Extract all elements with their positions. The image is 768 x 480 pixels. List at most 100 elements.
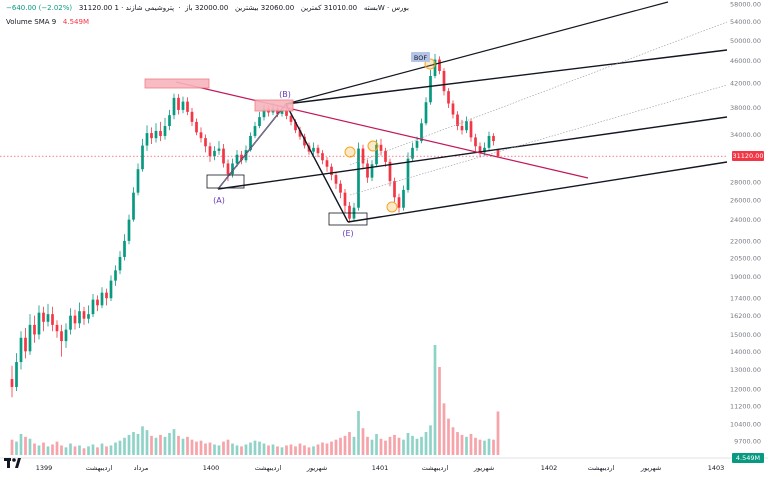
candle-body-52	[244, 150, 248, 161]
y-tick-label-8: 26000.00	[730, 197, 761, 205]
volume-bar-39	[186, 436, 189, 455]
volume-bar-63	[294, 446, 297, 455]
x-tick-label-0: 1399	[36, 464, 53, 472]
candle-body-86	[397, 197, 401, 208]
volume-bar-21	[105, 446, 108, 455]
volume-bar-3	[24, 436, 27, 455]
volume-bar-93	[429, 425, 432, 455]
volume-bar-91	[420, 436, 423, 455]
y-tick-label-5: 38000.00	[730, 104, 761, 112]
candle-body-44	[208, 146, 212, 157]
y-tick-label-9: 24000.00	[730, 216, 761, 224]
volume-bar-99	[456, 432, 459, 455]
candle-body-64	[298, 130, 302, 137]
volume-bar-83	[384, 440, 387, 455]
x-tick-label-1: اردیبهشت	[86, 464, 113, 472]
volume-bar-47	[222, 441, 225, 455]
volume-bar-13	[69, 443, 72, 455]
candle-body-23	[114, 270, 117, 281]
volume-bar-35	[168, 433, 171, 455]
candle-body-3	[24, 337, 27, 352]
candle-body-35	[168, 115, 171, 127]
last-volume-tag: 4.549M	[732, 453, 764, 463]
volume-bar-86	[397, 437, 401, 455]
volume-bar-12	[64, 447, 68, 455]
volume-bar-65	[303, 445, 306, 455]
x-tick-label-4: اردیبهشت	[255, 464, 282, 472]
candle-body-27	[132, 192, 135, 220]
volume-bar-77	[357, 411, 360, 455]
high-zone-box-1	[144, 78, 210, 89]
volume-bar-108	[496, 411, 500, 455]
volume-bar-71	[330, 441, 333, 455]
candle-body-106	[487, 135, 491, 148]
volume-bar-97	[447, 418, 450, 455]
tradingview-logo-icon[interactable]	[4, 456, 22, 470]
x-tick-label-3: 1400	[203, 464, 220, 472]
candle-body-97	[447, 91, 450, 104]
candle-body-89	[411, 147, 414, 159]
candle-body-80	[370, 164, 374, 178]
y-tick-label-4: 42000.00	[730, 79, 761, 87]
candle-body-102	[469, 121, 473, 138]
volume-value: 4.549M	[62, 18, 89, 26]
volume-bar-4	[28, 438, 32, 455]
y-tick-label-0: 58000.00	[730, 1, 761, 9]
candle-body-94	[433, 59, 437, 76]
candle-body-28	[136, 169, 140, 193]
volume-bar-103	[474, 437, 477, 455]
volume-bar-79	[366, 436, 369, 455]
volume-bar-44	[208, 442, 212, 455]
x-tick-label-7: اردیبهشت	[422, 464, 449, 472]
volume-bar-26	[127, 434, 131, 455]
channel-upper-line	[285, 49, 728, 105]
close-value: 31120.00	[78, 4, 113, 12]
descending-trendline	[175, 81, 589, 179]
volume-bar-101	[465, 436, 468, 455]
volume-bar-62	[289, 444, 293, 455]
candle-body-9	[51, 314, 54, 325]
high-zone-box-2	[254, 99, 294, 112]
volume-bar-76	[352, 436, 356, 455]
candle-body-31	[150, 133, 153, 139]
candle-body-32	[154, 130, 158, 139]
candle-body-48	[226, 163, 230, 175]
candle-body-62	[289, 115, 293, 122]
volume-bar-66	[307, 447, 311, 455]
volume-label: Volume SMA 9	[6, 18, 57, 26]
y-tick-label-15: 15000.00	[730, 331, 761, 339]
label-BOF: BOF	[414, 54, 427, 62]
candle-body-67	[312, 147, 315, 152]
candle-body-47	[222, 148, 225, 164]
candle-body-60	[280, 110, 284, 114]
candle-body-42	[199, 132, 203, 139]
candle-body-75	[348, 205, 351, 219]
volume-bar-2	[19, 433, 23, 455]
volume-bar-74	[343, 435, 347, 455]
volume-bar-95	[438, 367, 441, 455]
candle-body-84	[388, 161, 392, 182]
candle-body-2	[19, 337, 23, 363]
candle-body-108	[496, 149, 500, 157]
low-label: کمترین	[300, 4, 322, 12]
volume-bar-60	[280, 447, 284, 455]
volume-bar-59	[276, 446, 279, 455]
volume-bar-67	[312, 446, 315, 455]
volume-bar-11	[60, 445, 63, 455]
volume-bar-9	[51, 444, 54, 455]
label-E: (E)	[342, 229, 353, 238]
candle-body-17	[87, 314, 90, 319]
candle-body-92	[424, 102, 428, 124]
volume-bar-16	[82, 448, 86, 455]
candle-body-70	[325, 160, 329, 167]
volume-bar-27	[132, 432, 135, 455]
volume-bar-5	[33, 443, 36, 455]
volume-bar-14	[73, 446, 77, 455]
volume-bar-40	[190, 439, 194, 455]
candle-body-93	[429, 75, 432, 103]
y-tick-label-3: 46000.00	[730, 57, 761, 65]
last-price-tag: 31120.00	[732, 151, 764, 161]
channel-dotted-lower	[349, 84, 728, 196]
volume-bar-100	[460, 434, 464, 455]
